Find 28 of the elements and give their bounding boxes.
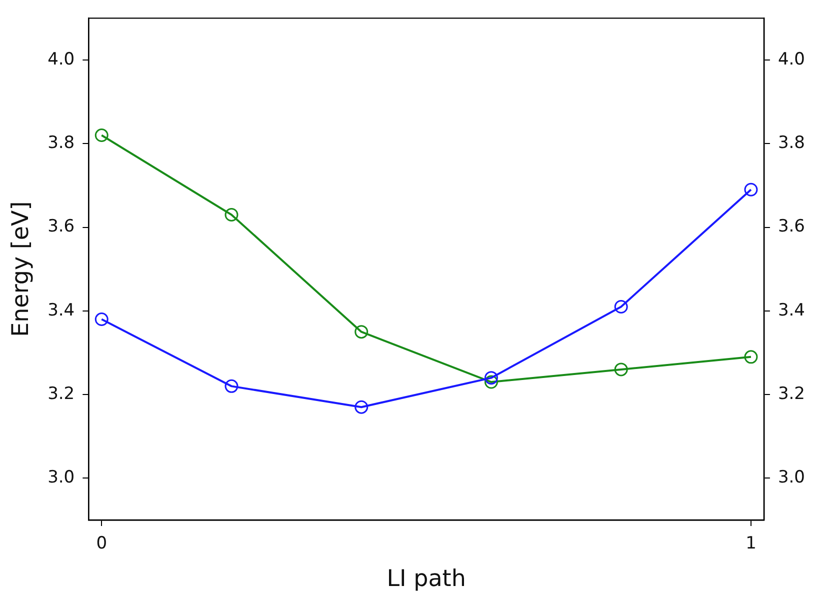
point <box>484 371 498 385</box>
y-tick-label: 3.2 <box>48 384 75 404</box>
y2-tick-label: 4.0 <box>778 49 806 70</box>
y2-tick-label: 3.2 <box>778 384 806 404</box>
point <box>94 312 108 326</box>
point <box>744 182 758 196</box>
y-tick-label: 3.6 <box>48 216 75 237</box>
x-tick-label: 1 <box>746 534 756 554</box>
y-axis-title: Energy [eV] <box>8 201 34 337</box>
point <box>94 128 108 142</box>
x-axis-title: LI path <box>386 566 466 592</box>
y-tick-label: 3.8 <box>48 133 75 154</box>
y-tick-label: 4.0 <box>48 49 75 70</box>
point <box>354 400 368 414</box>
point <box>484 375 498 389</box>
point <box>354 325 368 339</box>
y2-tick-label: 3.6 <box>778 216 806 237</box>
y2-tick-label: 3.8 <box>778 133 806 154</box>
y2-tick-label: 3.0 <box>778 468 806 488</box>
point <box>614 300 628 314</box>
y-tick-label: 3.4 <box>48 300 75 320</box>
point <box>224 379 238 393</box>
y2-tick-label: 3.4 <box>778 300 806 320</box>
point <box>614 362 628 376</box>
point <box>224 208 238 222</box>
point <box>744 350 758 364</box>
y-tick-label: 3.0 <box>48 468 75 488</box>
x-tick-label: 0 <box>96 534 108 554</box>
